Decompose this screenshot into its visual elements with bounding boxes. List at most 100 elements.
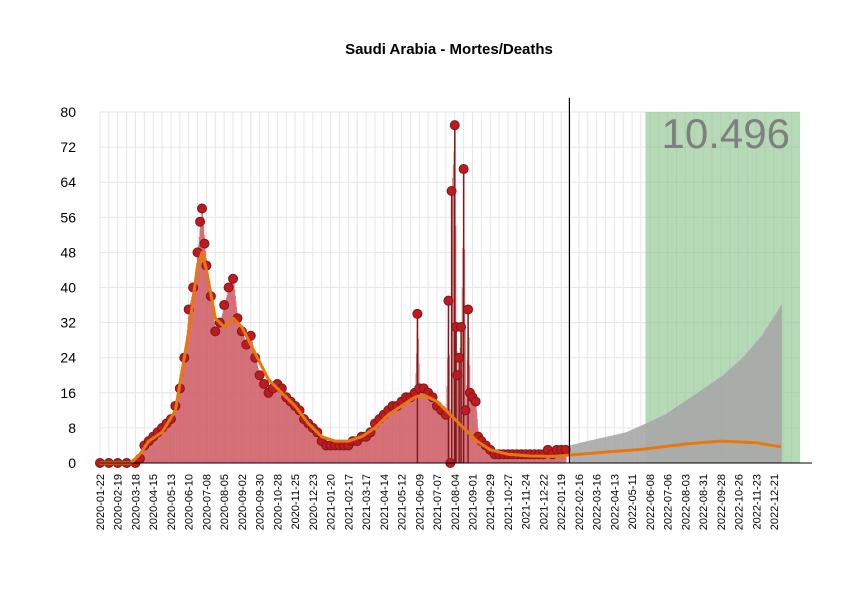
x-tick-label: 2020-02-19 [113, 474, 125, 530]
projection-bar [654, 419, 656, 463]
projection-bar [666, 413, 668, 463]
observed-bar [304, 419, 306, 463]
projection-bar [671, 410, 673, 463]
observed-bar [220, 320, 222, 463]
y-tick-label: 48 [60, 244, 76, 260]
observed-bar [442, 411, 444, 463]
observed-bar [316, 431, 318, 463]
observed-bar [355, 441, 357, 463]
observed-bar [457, 369, 459, 463]
observed-bar [362, 436, 364, 463]
observed-bar [437, 405, 438, 463]
observed-bar [234, 295, 236, 463]
x-tick-label: 2020-09-02 [237, 474, 249, 530]
observed-bar [215, 330, 217, 463]
observed-bar [352, 441, 354, 463]
projection-bar [629, 430, 631, 463]
observed-bar [441, 410, 443, 463]
observed-bar [478, 437, 480, 463]
observed-bar [405, 397, 407, 463]
projection-bar [679, 404, 680, 463]
observed-bar [343, 445, 345, 463]
observed-bar [307, 422, 309, 463]
observed-bar [470, 393, 472, 463]
projection-bar [686, 399, 688, 463]
observed-bar [258, 370, 260, 463]
observed-bar [303, 417, 305, 463]
observed-bar [289, 400, 291, 463]
projection-bar [699, 391, 701, 463]
projection-bar [623, 432, 625, 463]
projection-bar [598, 438, 600, 463]
observed-bar [173, 411, 175, 463]
observed-bar [302, 415, 304, 463]
observed-bar [305, 421, 307, 463]
projection-bar [712, 382, 714, 463]
observed-bar [288, 399, 290, 463]
observed-bar [434, 400, 436, 463]
observed-bar [293, 404, 295, 463]
y-tick-label: 24 [60, 350, 76, 366]
data-point [219, 300, 230, 311]
observed-bar [276, 385, 278, 463]
observed-bar [148, 441, 150, 463]
observed-bar [165, 424, 167, 463]
projection-bar [612, 435, 614, 463]
observed-bar [301, 414, 303, 463]
projection-bar [613, 435, 615, 463]
projection-bar [642, 424, 644, 463]
observed-bar [200, 221, 202, 463]
projection-bar [597, 438, 599, 463]
observed-bar [379, 419, 381, 463]
projection-bar [649, 421, 651, 463]
projection-bar [639, 426, 641, 463]
projection-bar [774, 315, 775, 463]
observed-bar [410, 397, 412, 463]
observed-bar [254, 354, 256, 463]
x-tick-label: 2022-03-16 [592, 474, 604, 530]
observed-bar [186, 330, 188, 463]
projection-bar [697, 392, 699, 463]
observed-bar [345, 445, 347, 463]
projection-bar [599, 438, 601, 463]
data-point [195, 216, 206, 227]
observed-bar [348, 444, 350, 463]
projection-bar [758, 338, 760, 463]
projection-bars [569, 305, 782, 463]
projection-bar [613, 435, 615, 463]
observed-bar [347, 445, 349, 463]
projection-bar [619, 433, 621, 463]
projection-bar [586, 441, 588, 463]
projection-bar [779, 308, 781, 463]
x-tick-label: 2022-04-13 [609, 474, 621, 530]
projection-bar [668, 412, 670, 463]
observed-bar [196, 262, 198, 463]
observed-bar [332, 445, 334, 463]
projection-bar [624, 432, 626, 463]
data-point [199, 238, 210, 249]
observed-bar [409, 397, 411, 463]
projection-bar [752, 346, 754, 463]
projection-bar [770, 320, 772, 463]
projection-bar [758, 339, 760, 463]
observed-bar [205, 250, 207, 463]
projection-bar [666, 413, 668, 463]
projection-bar [760, 337, 762, 463]
observed-bar [213, 316, 215, 463]
observed-bar [200, 217, 202, 463]
x-tick-label: 2020-10-28 [272, 474, 284, 530]
observed-bar [479, 438, 481, 463]
y-tick-label: 80 [60, 104, 76, 120]
projection-bar [718, 378, 720, 463]
observed-bar [300, 412, 302, 463]
observed-bar [418, 338, 419, 463]
projection-bar [632, 429, 634, 463]
observed-bar [375, 422, 377, 463]
observed-bar [251, 338, 253, 463]
projection-bar [658, 417, 660, 463]
observed-bar [154, 435, 156, 463]
x-tick-label: 2022-12-21 [769, 474, 781, 530]
observed-bar [329, 445, 331, 463]
observed-bar [402, 400, 404, 463]
projection-bar [668, 411, 670, 463]
